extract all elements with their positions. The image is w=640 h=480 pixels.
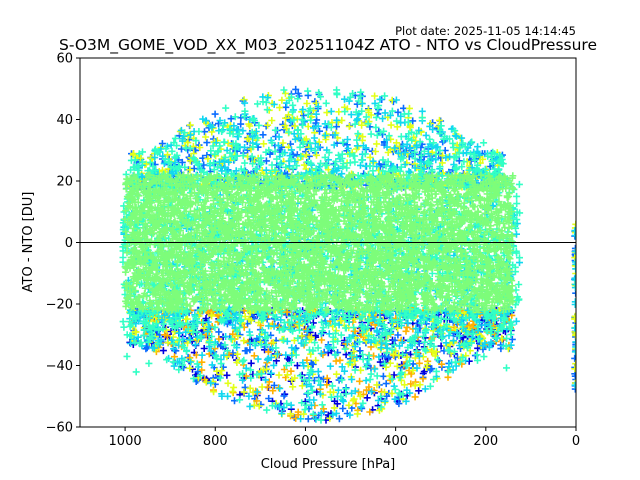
y-axis: 60 40 20 0 −20 −40 −60 <box>46 52 80 436</box>
scatter-points <box>119 85 576 424</box>
y-tick-label: −40 <box>46 359 73 374</box>
y-tick-label: 20 <box>56 175 73 190</box>
x-tick-label: 200 <box>473 434 498 449</box>
x-tick-label: 1000 <box>109 434 142 449</box>
plot-date: Plot date: 2025-11-05 14:14:45 <box>395 24 576 38</box>
x-axis: 1000 800 600 400 200 0 <box>109 427 580 449</box>
x-tick-label: 800 <box>203 434 228 449</box>
y-tick-label: −20 <box>46 298 73 313</box>
x-tick-label: 0 <box>572 434 580 449</box>
scatter-marker-group <box>121 171 517 314</box>
y-tick-label: −60 <box>46 421 73 436</box>
y-axis-label: ATO - NTO [DU] <box>21 192 36 293</box>
y-tick-label: 60 <box>56 52 73 67</box>
y-tick-label: 40 <box>56 113 73 128</box>
x-tick-label: 400 <box>383 434 408 449</box>
chart-title: S-O3M_GOME_VOD_XX_M03_20251104Z ATO - NT… <box>59 36 597 55</box>
x-tick-label: 600 <box>293 434 318 449</box>
x-axis-label: Cloud Pressure [hPa] <box>261 457 396 472</box>
y-tick-label: 0 <box>65 236 73 251</box>
